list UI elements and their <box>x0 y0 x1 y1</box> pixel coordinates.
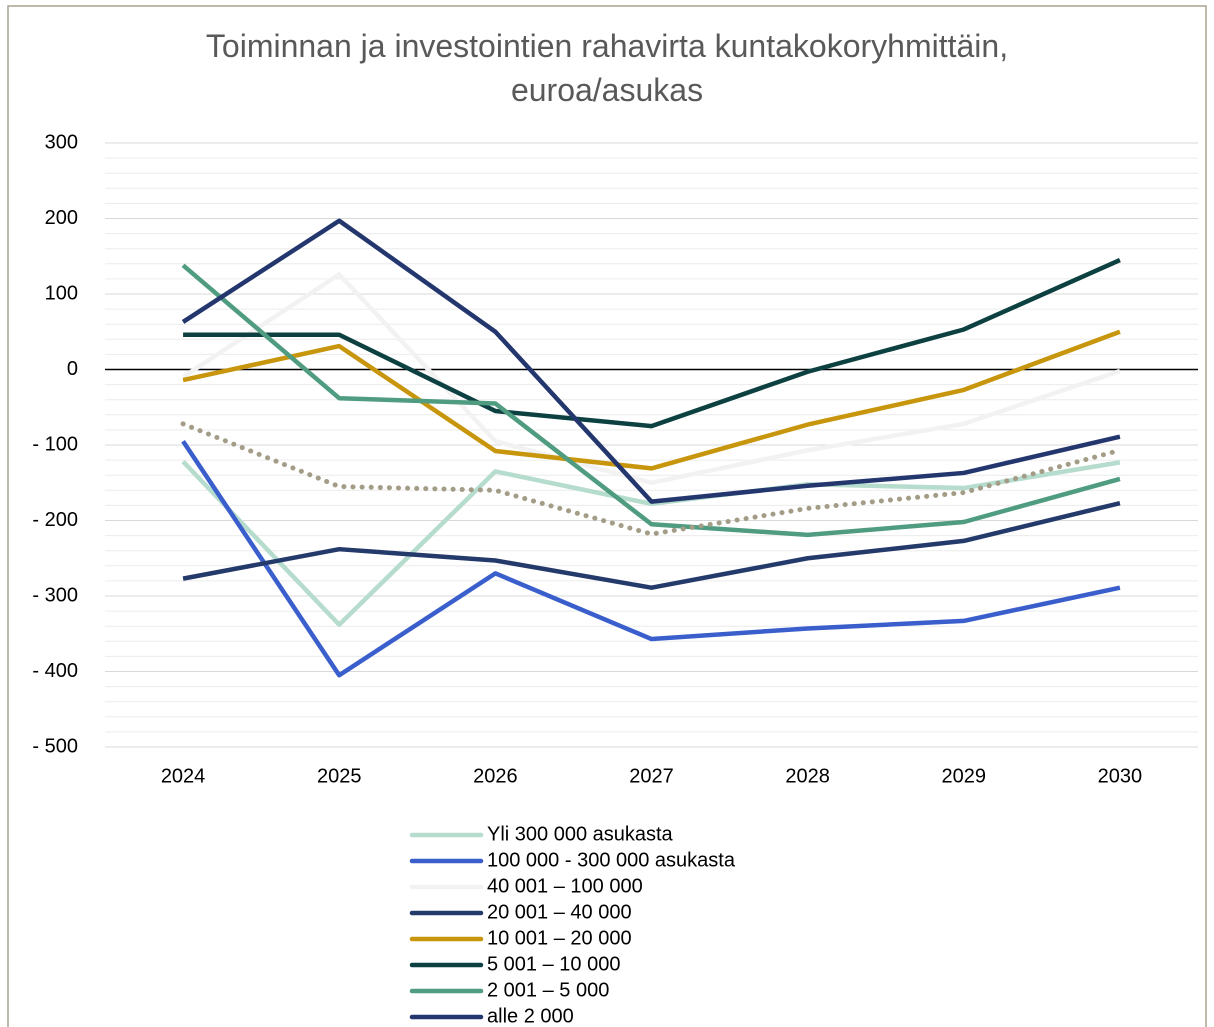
series-line <box>181 439 1121 678</box>
legend-label: 5 001 – 10 000 <box>487 953 620 975</box>
series-line <box>183 257 1121 429</box>
x-tick-label: 2025 <box>317 765 362 787</box>
x-tick-label: 2030 <box>1098 765 1143 787</box>
series-line <box>181 263 1121 538</box>
y-tick-label: - 300 <box>32 584 78 606</box>
series-line <box>181 272 1121 485</box>
legend-label: 20 001 – 40 000 <box>487 901 632 923</box>
legend-label: alle 2 000 <box>487 1005 574 1027</box>
chart-border <box>7 5 1207 1027</box>
legend-label: 40 001 – 100 000 <box>487 875 643 897</box>
series-line <box>182 500 1121 590</box>
y-tick-label: 300 <box>45 131 78 153</box>
y-tick-label: 0 <box>67 358 78 380</box>
legend-label: Yli 300 000 asukasta <box>487 823 674 845</box>
x-tick-label: 2028 <box>785 765 830 787</box>
x-tick-label: 2027 <box>629 765 674 787</box>
y-tick-label: 200 <box>45 207 78 229</box>
y-tick-label: - 100 <box>32 433 78 455</box>
x-tick-label: 2024 <box>161 765 206 787</box>
y-tick-label: - 400 <box>32 660 78 682</box>
x-tick-label: 2026 <box>473 765 518 787</box>
x-tick-label: 2029 <box>942 765 987 787</box>
y-tick-label: - 200 <box>32 509 78 531</box>
chart-title: Toiminnan ja investointien rahavirta kun… <box>205 28 1009 108</box>
y-tick-label: - 500 <box>32 735 78 757</box>
series-line <box>182 329 1121 471</box>
legend-label: 10 001 – 20 000 <box>487 927 632 949</box>
series-line <box>181 460 1121 627</box>
series-line <box>181 218 1121 504</box>
y-tick-label: 100 <box>45 282 78 304</box>
series-line <box>180 421 1123 537</box>
legend-label: 100 000 - 300 000 asukasta <box>487 849 736 871</box>
legend-label: 2 001 – 5 000 <box>487 979 609 1001</box>
